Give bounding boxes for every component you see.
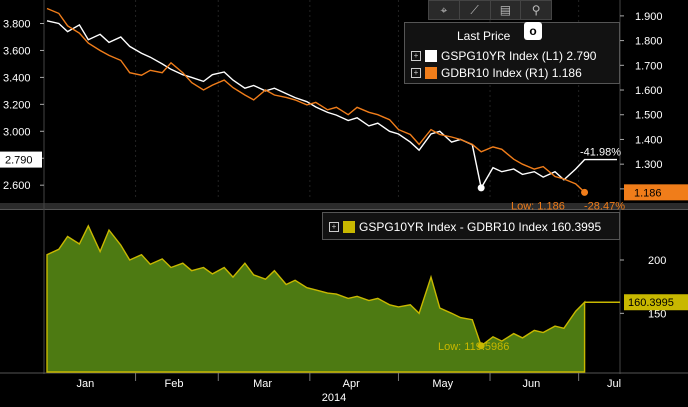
right-tick-label: 1.400 [635,134,663,146]
gspg10yr-change-label: -41.98% [580,147,621,159]
spread-low-marker [477,342,485,350]
spread-area [46,224,586,373]
x-tick-label: Jan [76,378,94,390]
spread-last-tag-text: 160.3995 [628,297,674,309]
legend-label: GSPG10YR Index - GDBR10 Index 160.3995 [359,220,602,234]
left-tick-label: 2.600 [3,180,31,192]
legend-item-gspg10yr[interactable]: + GSPG10YR Index (L1) 2.790 [411,49,596,63]
x-tick-label: Apr [343,378,360,390]
legend-label: GSPG10YR Index (L1) 2.790 [441,49,597,63]
x-year-label: 2014 [322,392,346,404]
right-tick-label: 1.700 [635,60,663,72]
left-tick-label: 3.000 [3,126,31,138]
gdbr10-low-marker [581,188,589,196]
settings-icon[interactable]: o [524,22,542,40]
spread-area-layer [46,224,620,373]
expand-icon[interactable]: + [411,51,421,61]
gspg10yr-low-marker [477,184,485,192]
legend-swatch [343,221,355,233]
annotation-layer: -41.98% Low: 1.186 -28.47% Low: 119.5986 2.7… [0,147,688,353]
spread-low-label: Low: 119.5986 [438,341,509,353]
gdbr10-low-label: Low: 1.186 [511,200,565,212]
bottom-legend: + GSPG10YR Index - GDBR10 Index 160.3995 [322,212,620,240]
x-tick-label: Feb [164,378,183,390]
gdbr10-line [46,7,586,193]
right-tick-label: 1.900 [635,11,663,23]
price-lines-layer [46,7,617,196]
right-tick-label: 1.800 [635,36,663,48]
right-tick-label: 1.500 [635,110,663,122]
x-tick-label: Mar [253,378,272,390]
left-tick-label: 3.200 [3,99,31,111]
x-tick-label: Jun [523,378,541,390]
panel-divider-line [0,209,688,210]
expand-icon[interactable]: + [329,222,339,232]
right-last-tag [624,184,688,201]
legend-title: Last Price [457,29,511,43]
spread-tick-label: 200 [648,255,666,267]
draw-line-icon[interactable]: ⟋ [460,1,491,19]
left-tick-label: 3.600 [3,45,31,57]
table-icon[interactable]: ▤ [491,1,522,19]
right-tick-label: 1.600 [635,85,663,97]
panel-divider [0,203,688,209]
left-last-tag [0,151,42,168]
legend-label: GDBR10 Index (R1) 1.186 [441,66,582,80]
chart-toolbar: ⌖ ⟋ ▤ ⚲ [428,0,552,20]
x-tick-label: Jul [607,378,621,390]
crosshair-icon[interactable]: ⌖ [429,1,460,19]
legend-swatch [425,67,437,79]
top-legend: Last Price + GSPG10YR Index (L1) 2.790 +… [404,22,620,84]
left-tick-label: 3.800 [3,19,31,31]
gspg10yr-line [46,20,617,190]
gdbr10-change-label: -28.47% [584,200,625,212]
left-last-tag-text: 2.790 [5,155,33,167]
right-tick-label: 1.300 [635,159,663,171]
spread-last-tag [624,294,688,311]
axis-layer: 3.8003.6003.4003.2003.0002.8002.6001.900… [3,11,666,404]
spread-tick-label: 150 [648,308,666,320]
legend-item-spread[interactable]: + GSPG10YR Index - GDBR10 Index 160.3995 [329,220,601,234]
right-last-tag-text: 1.186 [634,187,662,199]
zoom-icon[interactable]: ⚲ [531,3,541,17]
x-tick-label: May [432,378,453,390]
legend-swatch [425,50,437,62]
expand-icon[interactable]: + [411,68,421,78]
left-tick-label: 3.400 [3,72,31,84]
legend-item-gdbr10[interactable]: + GDBR10 Index (R1) 1.186 [411,66,582,80]
